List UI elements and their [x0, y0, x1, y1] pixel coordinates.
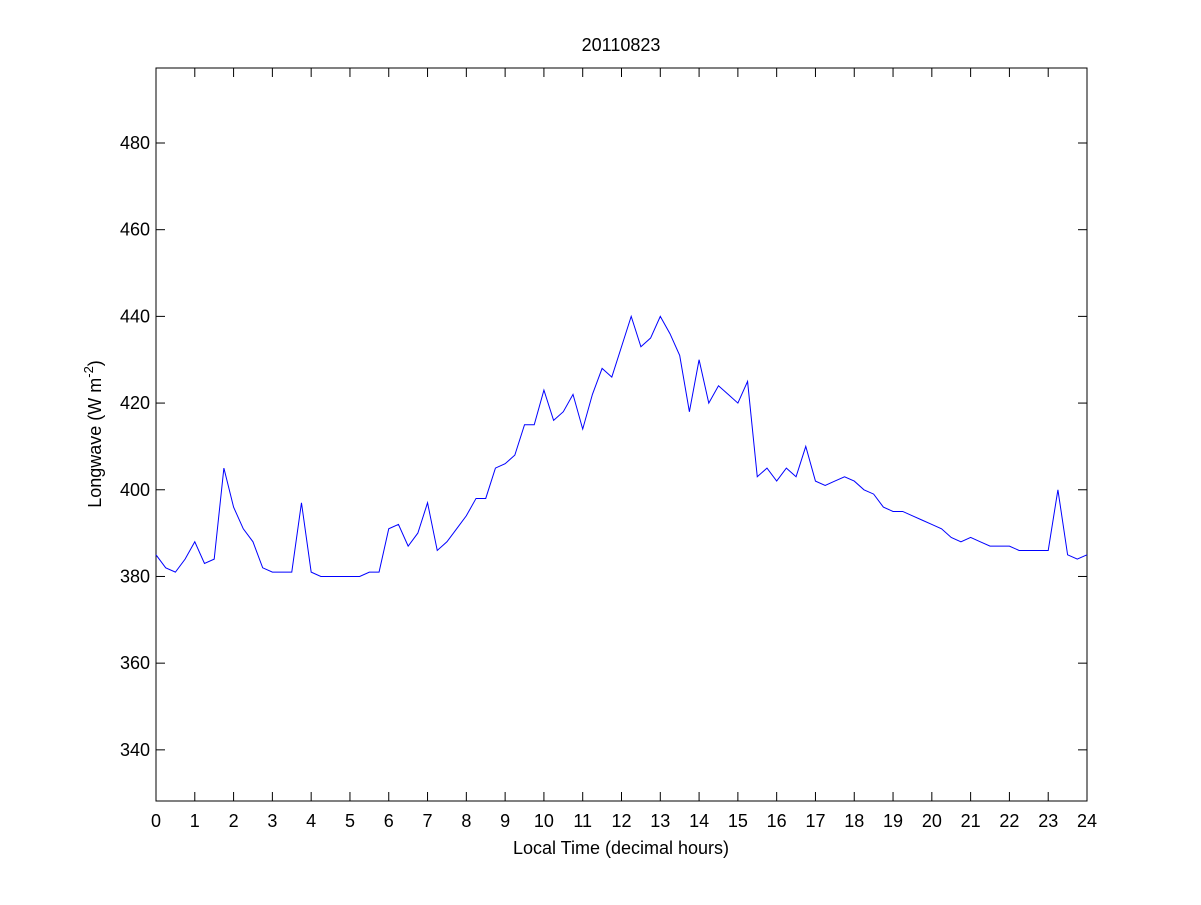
x-tick-label: 21 [961, 811, 981, 831]
y-label-sup: -2 [81, 366, 96, 378]
x-tick-label: 2 [229, 811, 239, 831]
x-tick-label: 4 [306, 811, 316, 831]
x-tick-label: 19 [883, 811, 903, 831]
x-tick-label: 13 [650, 811, 670, 831]
y-tick-label: 420 [120, 393, 150, 413]
x-tick-label: 16 [767, 811, 787, 831]
x-axis-label: Local Time (decimal hours) [513, 838, 729, 858]
x-tick-label: 24 [1077, 811, 1097, 831]
y-tick-label: 400 [120, 480, 150, 500]
y-axis-label: Longwave (W m-2) [81, 360, 105, 508]
x-tick-label: 5 [345, 811, 355, 831]
y-tick-label: 360 [120, 653, 150, 673]
x-tick-label: 17 [805, 811, 825, 831]
data-line [155, 314, 1088, 577]
y-tick-label: 380 [120, 566, 150, 586]
y-tick-label: 340 [120, 740, 150, 760]
chart-title: 20110823 [582, 35, 661, 55]
x-tick-label: 22 [999, 811, 1019, 831]
x-tick-label: 1 [190, 811, 200, 831]
y-tick-label: 440 [120, 306, 150, 326]
x-tick-label: 0 [151, 811, 161, 831]
x-tick-label: 6 [384, 811, 394, 831]
x-tick-label: 23 [1038, 811, 1058, 831]
y-tick-label: 460 [120, 220, 150, 240]
x-tick-label: 7 [423, 811, 433, 831]
y-label-text: Longwave (W m [85, 378, 105, 508]
x-tick-label: 10 [534, 811, 554, 831]
x-tick-label: 9 [500, 811, 510, 831]
x-tick-label: 15 [728, 811, 748, 831]
y-label-end: ) [85, 360, 105, 366]
x-tick-label: 3 [267, 811, 277, 831]
x-tick-label: 8 [461, 811, 471, 831]
x-tick-label: 20 [922, 811, 942, 831]
x-tick-label: 12 [611, 811, 631, 831]
x-tick-label: 18 [844, 811, 864, 831]
x-tick-label: 14 [689, 811, 709, 831]
y-tick-label: 480 [120, 133, 150, 153]
x-tick-label: 11 [573, 811, 592, 831]
